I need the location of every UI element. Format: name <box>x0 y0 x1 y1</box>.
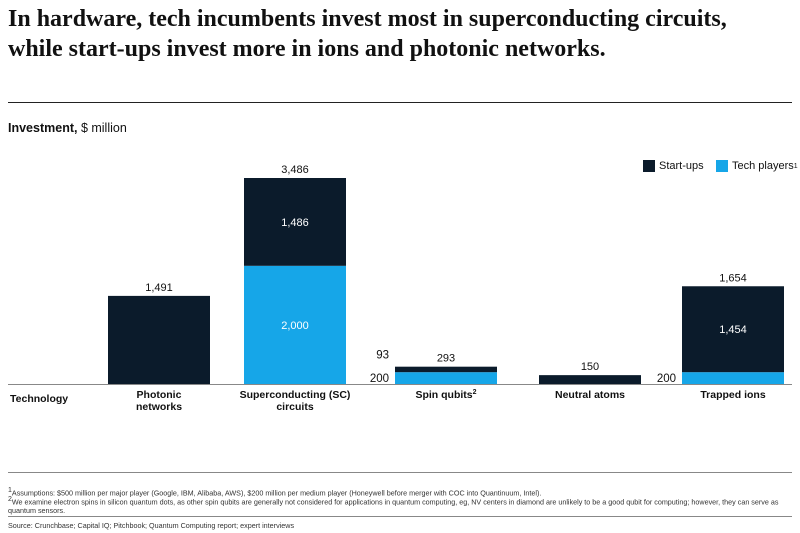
bar-startups-3 <box>539 375 641 384</box>
bar-tech-1 <box>244 265 346 384</box>
total-label-0: 1,491 <box>145 282 173 294</box>
footnote-2-text: We examine electron spins in silicon qua… <box>8 497 779 516</box>
source-note: Source: Crunchbase; Capital IQ; Pitchboo… <box>8 521 295 530</box>
category-label-3: Neutral atoms <box>555 389 625 401</box>
chart-title: In hardware, tech incumbents invest most… <box>8 6 727 62</box>
inner-label-startups-4: 1,454 <box>719 324 747 336</box>
footnote-1-text: Assumptions: $500 million per major play… <box>11 488 542 498</box>
source-divider <box>8 516 792 517</box>
category-label-1: Superconducting (SC) <box>240 389 351 401</box>
measure-label-unit: $ million <box>77 121 127 135</box>
category-label-4: Trapped ions <box>700 389 766 401</box>
inner-label-startups-1: 1,486 <box>281 217 309 229</box>
legend-label-tech: Tech players <box>732 160 794 172</box>
bar-tech-4 <box>682 372 784 384</box>
bar-startups-2 <box>395 366 497 373</box>
side-label-tech-4: 200 <box>657 373 676 385</box>
legend-swatch-startups <box>643 160 655 172</box>
category-label-0: Photonic <box>137 389 182 401</box>
bar-startups-0 <box>108 295 210 384</box>
legend-label-startups: Start-ups <box>659 160 704 172</box>
total-label-3: 150 <box>581 361 599 373</box>
inner-label-tech-1: 2,000 <box>281 320 309 332</box>
measure-label-bold: Investment, <box>8 121 78 135</box>
legend-swatch-tech <box>716 160 728 172</box>
total-label-4: 1,654 <box>719 272 747 284</box>
footnote-divider <box>8 472 792 473</box>
bar-startups-1 <box>244 178 346 266</box>
total-label-1: 3,486 <box>281 164 309 176</box>
category-label-0-line2: networks <box>136 401 182 413</box>
footnote-1: 1Assumptions: $500 million per major pla… <box>8 487 542 498</box>
category-label-1-line2: circuits <box>276 401 314 413</box>
legend-item-startups: Start-ups <box>643 160 704 172</box>
side-label-startups-2: 93 <box>376 350 389 362</box>
category-label-2: Spin qubits2 <box>415 389 476 401</box>
measure-label: Investment, $ million <box>8 121 127 135</box>
bar-tech-2 <box>395 372 497 384</box>
side-label-tech-2: 200 <box>370 373 389 385</box>
title-divider <box>8 102 792 103</box>
legend-item-tech: Tech players 1 <box>716 160 798 172</box>
bar-startups-4 <box>682 286 784 373</box>
x-axis-row-label: Technology <box>10 393 68 405</box>
legend-label-tech-sup: 1 <box>793 162 798 170</box>
footnote-2: 2We examine electron spins in silicon qu… <box>8 496 779 516</box>
total-label-2: 293 <box>437 353 455 365</box>
